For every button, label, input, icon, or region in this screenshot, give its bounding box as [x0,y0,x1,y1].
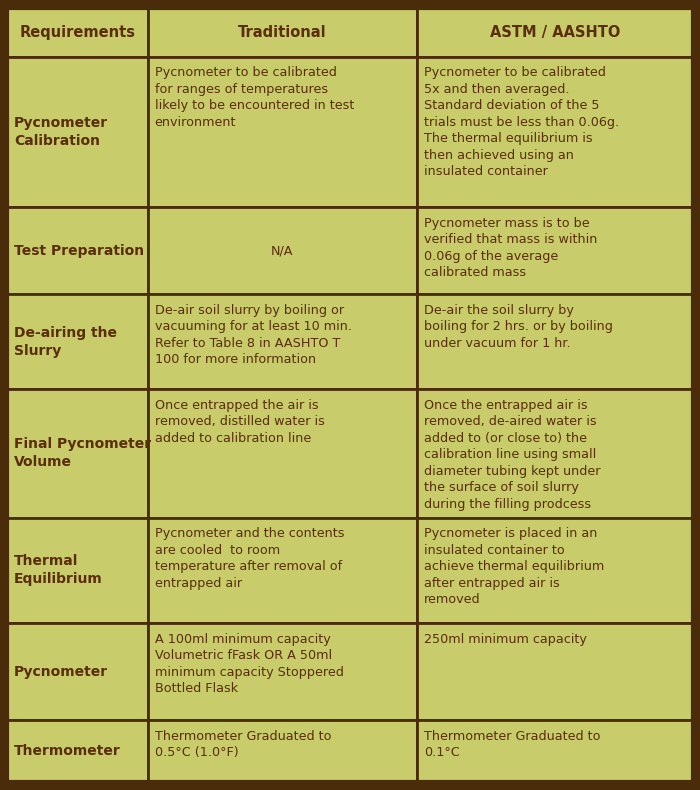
Bar [148,389,417,517]
Bar [7,8,148,57]
Bar [417,389,693,517]
Bar [417,8,693,57]
Bar [417,57,693,207]
Text: Requirements: Requirements [20,25,135,40]
Text: Pycnometer mass is to be
verified that mass is within
0.06g of the average
calib: Pycnometer mass is to be verified that m… [424,216,598,280]
Bar [7,207,148,295]
Text: De-air the soil slurry by
boiling for 2 hrs. or by boiling
under vacuum for 1 hr: De-air the soil slurry by boiling for 2 … [424,304,613,350]
Bar [148,517,417,623]
Bar [148,720,417,782]
Text: N/A: N/A [271,244,294,258]
Bar [7,295,148,389]
Text: Once the entrapped air is
removed, de-aired water is
added to (or close to) the
: Once the entrapped air is removed, de-ai… [424,399,601,510]
Bar [148,57,417,207]
Bar [7,517,148,623]
Text: A 100ml minimum capacity
Volumetric fFask OR A 50ml
minimum capacity Stoppered
B: A 100ml minimum capacity Volumetric fFas… [155,633,344,695]
Bar [7,57,148,207]
Text: Pycnometer is placed in an
insulated container to
achieve thermal equilibrium
af: Pycnometer is placed in an insulated con… [424,527,605,606]
Text: Pycnometer and the contents
are cooled  to room
temperature after removal of
ent: Pycnometer and the contents are cooled t… [155,527,344,589]
Bar [417,623,693,720]
Bar [7,389,148,517]
Bar [7,720,148,782]
Bar [417,207,693,295]
Text: Thermometer: Thermometer [14,744,120,758]
Text: Final Pycnometer
Volume: Final Pycnometer Volume [14,438,151,469]
Text: Thermometer Graduated to
0.5°C (1.0°F): Thermometer Graduated to 0.5°C (1.0°F) [155,730,331,759]
Bar [148,623,417,720]
Text: Pycnometer
Calibration: Pycnometer Calibration [14,116,108,148]
Text: Test Preparation: Test Preparation [14,244,144,258]
Bar [7,623,148,720]
Bar [417,517,693,623]
Text: 250ml minimum capacity: 250ml minimum capacity [424,633,587,645]
Text: Traditional: Traditional [238,25,327,40]
Text: Thermal
Equilibrium: Thermal Equilibrium [14,555,103,586]
Bar [417,295,693,389]
Bar [417,720,693,782]
Bar [148,295,417,389]
Text: Thermometer Graduated to
0.1°C: Thermometer Graduated to 0.1°C [424,730,601,759]
Text: De-airing the
Slurry: De-airing the Slurry [14,325,117,358]
Text: Pycnometer to be calibrated
5x and then averaged.
Standard deviation of the 5
tr: Pycnometer to be calibrated 5x and then … [424,66,620,179]
Text: ASTM / AASHTO: ASTM / AASHTO [490,25,620,40]
Text: Pycnometer: Pycnometer [14,665,108,679]
Text: De-air soil slurry by boiling or
vacuuming for at least 10 min.
Refer to Table 8: De-air soil slurry by boiling or vacuumi… [155,304,351,367]
Bar [148,8,417,57]
Bar [148,207,417,295]
Text: Once entrapped the air is
removed, distilled water is
added to calibration line: Once entrapped the air is removed, disti… [155,399,325,445]
Text: Pycnometer to be calibrated
for ranges of temperatures
likely to be encountered : Pycnometer to be calibrated for ranges o… [155,66,354,129]
